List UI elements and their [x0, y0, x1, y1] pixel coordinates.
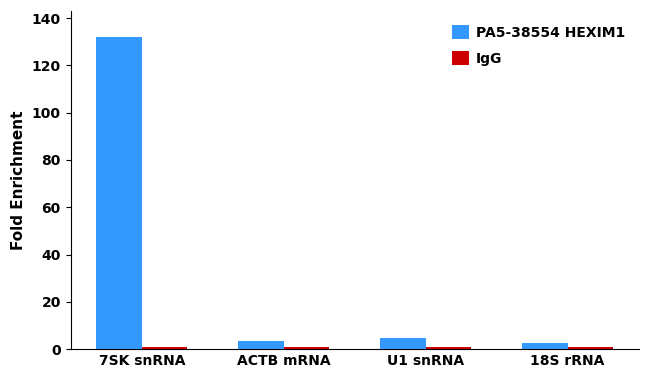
- Legend: PA5-38554 HEXIM1, IgG: PA5-38554 HEXIM1, IgG: [445, 18, 632, 73]
- Bar: [380, 338, 426, 349]
- Bar: [96, 37, 142, 349]
- Bar: [522, 343, 567, 349]
- Bar: [284, 347, 329, 349]
- Bar: [142, 347, 187, 349]
- Bar: [239, 341, 284, 349]
- Bar: [426, 347, 471, 349]
- Bar: [567, 347, 613, 349]
- Y-axis label: Fold Enrichment: Fold Enrichment: [11, 110, 26, 250]
